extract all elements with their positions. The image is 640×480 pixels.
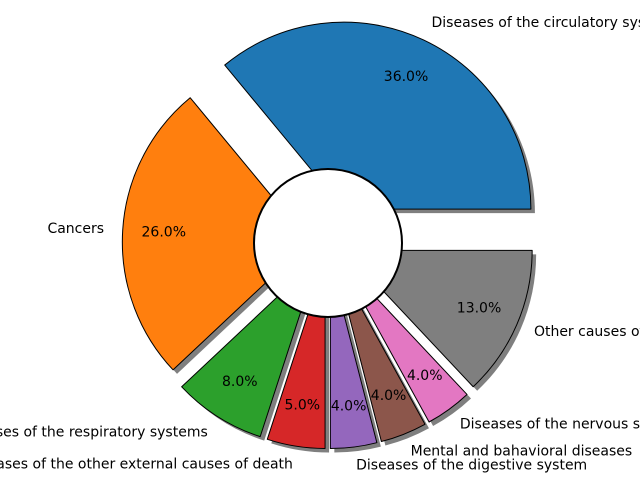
slice-label-mental-and-bahavioral-diseases: Mental and bahavioral diseases <box>411 444 633 460</box>
slice-labels: Diseases of the circulatory systems Cance… <box>0 15 640 474</box>
percent-label-diseases-of-the-digestive-system: 4.0% <box>331 398 367 414</box>
percent-label-cancers: 26.0% <box>142 225 186 241</box>
percent-label-diseases-of-the-circulatory-systems: 36.0% <box>384 69 428 85</box>
slice-diseases-of-the-circulatory-systems <box>224 21 532 210</box>
slice-label-cancers: Cancers <box>47 221 104 237</box>
percent-labels: 36.0%26.0%8.0%5.0% 4.0%4.0%4.0%13.0% <box>142 69 502 414</box>
percent-label-diseases-of-the-respiratory-systems: 8.0% <box>222 374 258 390</box>
percent-label-mental-and-bahavioral-diseases: 4.0% <box>371 388 407 404</box>
slice-label-diseases-of-the-circulatory-systems: Diseases of the circulatory systems <box>432 15 640 31</box>
slice-label-diseases-of-the-digestive-system: Diseases of the digestive system <box>356 458 587 474</box>
slice-other-causes-of-death <box>344 249 533 388</box>
slice-label-other-causes-of-death: Other causes of death <box>534 324 640 340</box>
slice-cancers <box>121 97 310 371</box>
donut-hole <box>253 168 403 318</box>
percent-label-other-causes-of-death: 13.0% <box>457 300 501 316</box>
slice-label-diseases-of-the-respiratory-systems: Diseases of the respiratory systems <box>0 424 208 440</box>
slice-label-diseases-of-the-other-external-causes-of-death: Diseases of the other external causes of… <box>0 457 293 473</box>
percent-label-diseases-of-the-nervous-system: 4.0% <box>407 368 443 384</box>
slice-label-diseases-of-the-nervous-system: Diseases of the nervous system <box>460 417 640 433</box>
percent-label-diseases-of-the-other-external-causes-of-death: 5.0% <box>284 398 320 414</box>
